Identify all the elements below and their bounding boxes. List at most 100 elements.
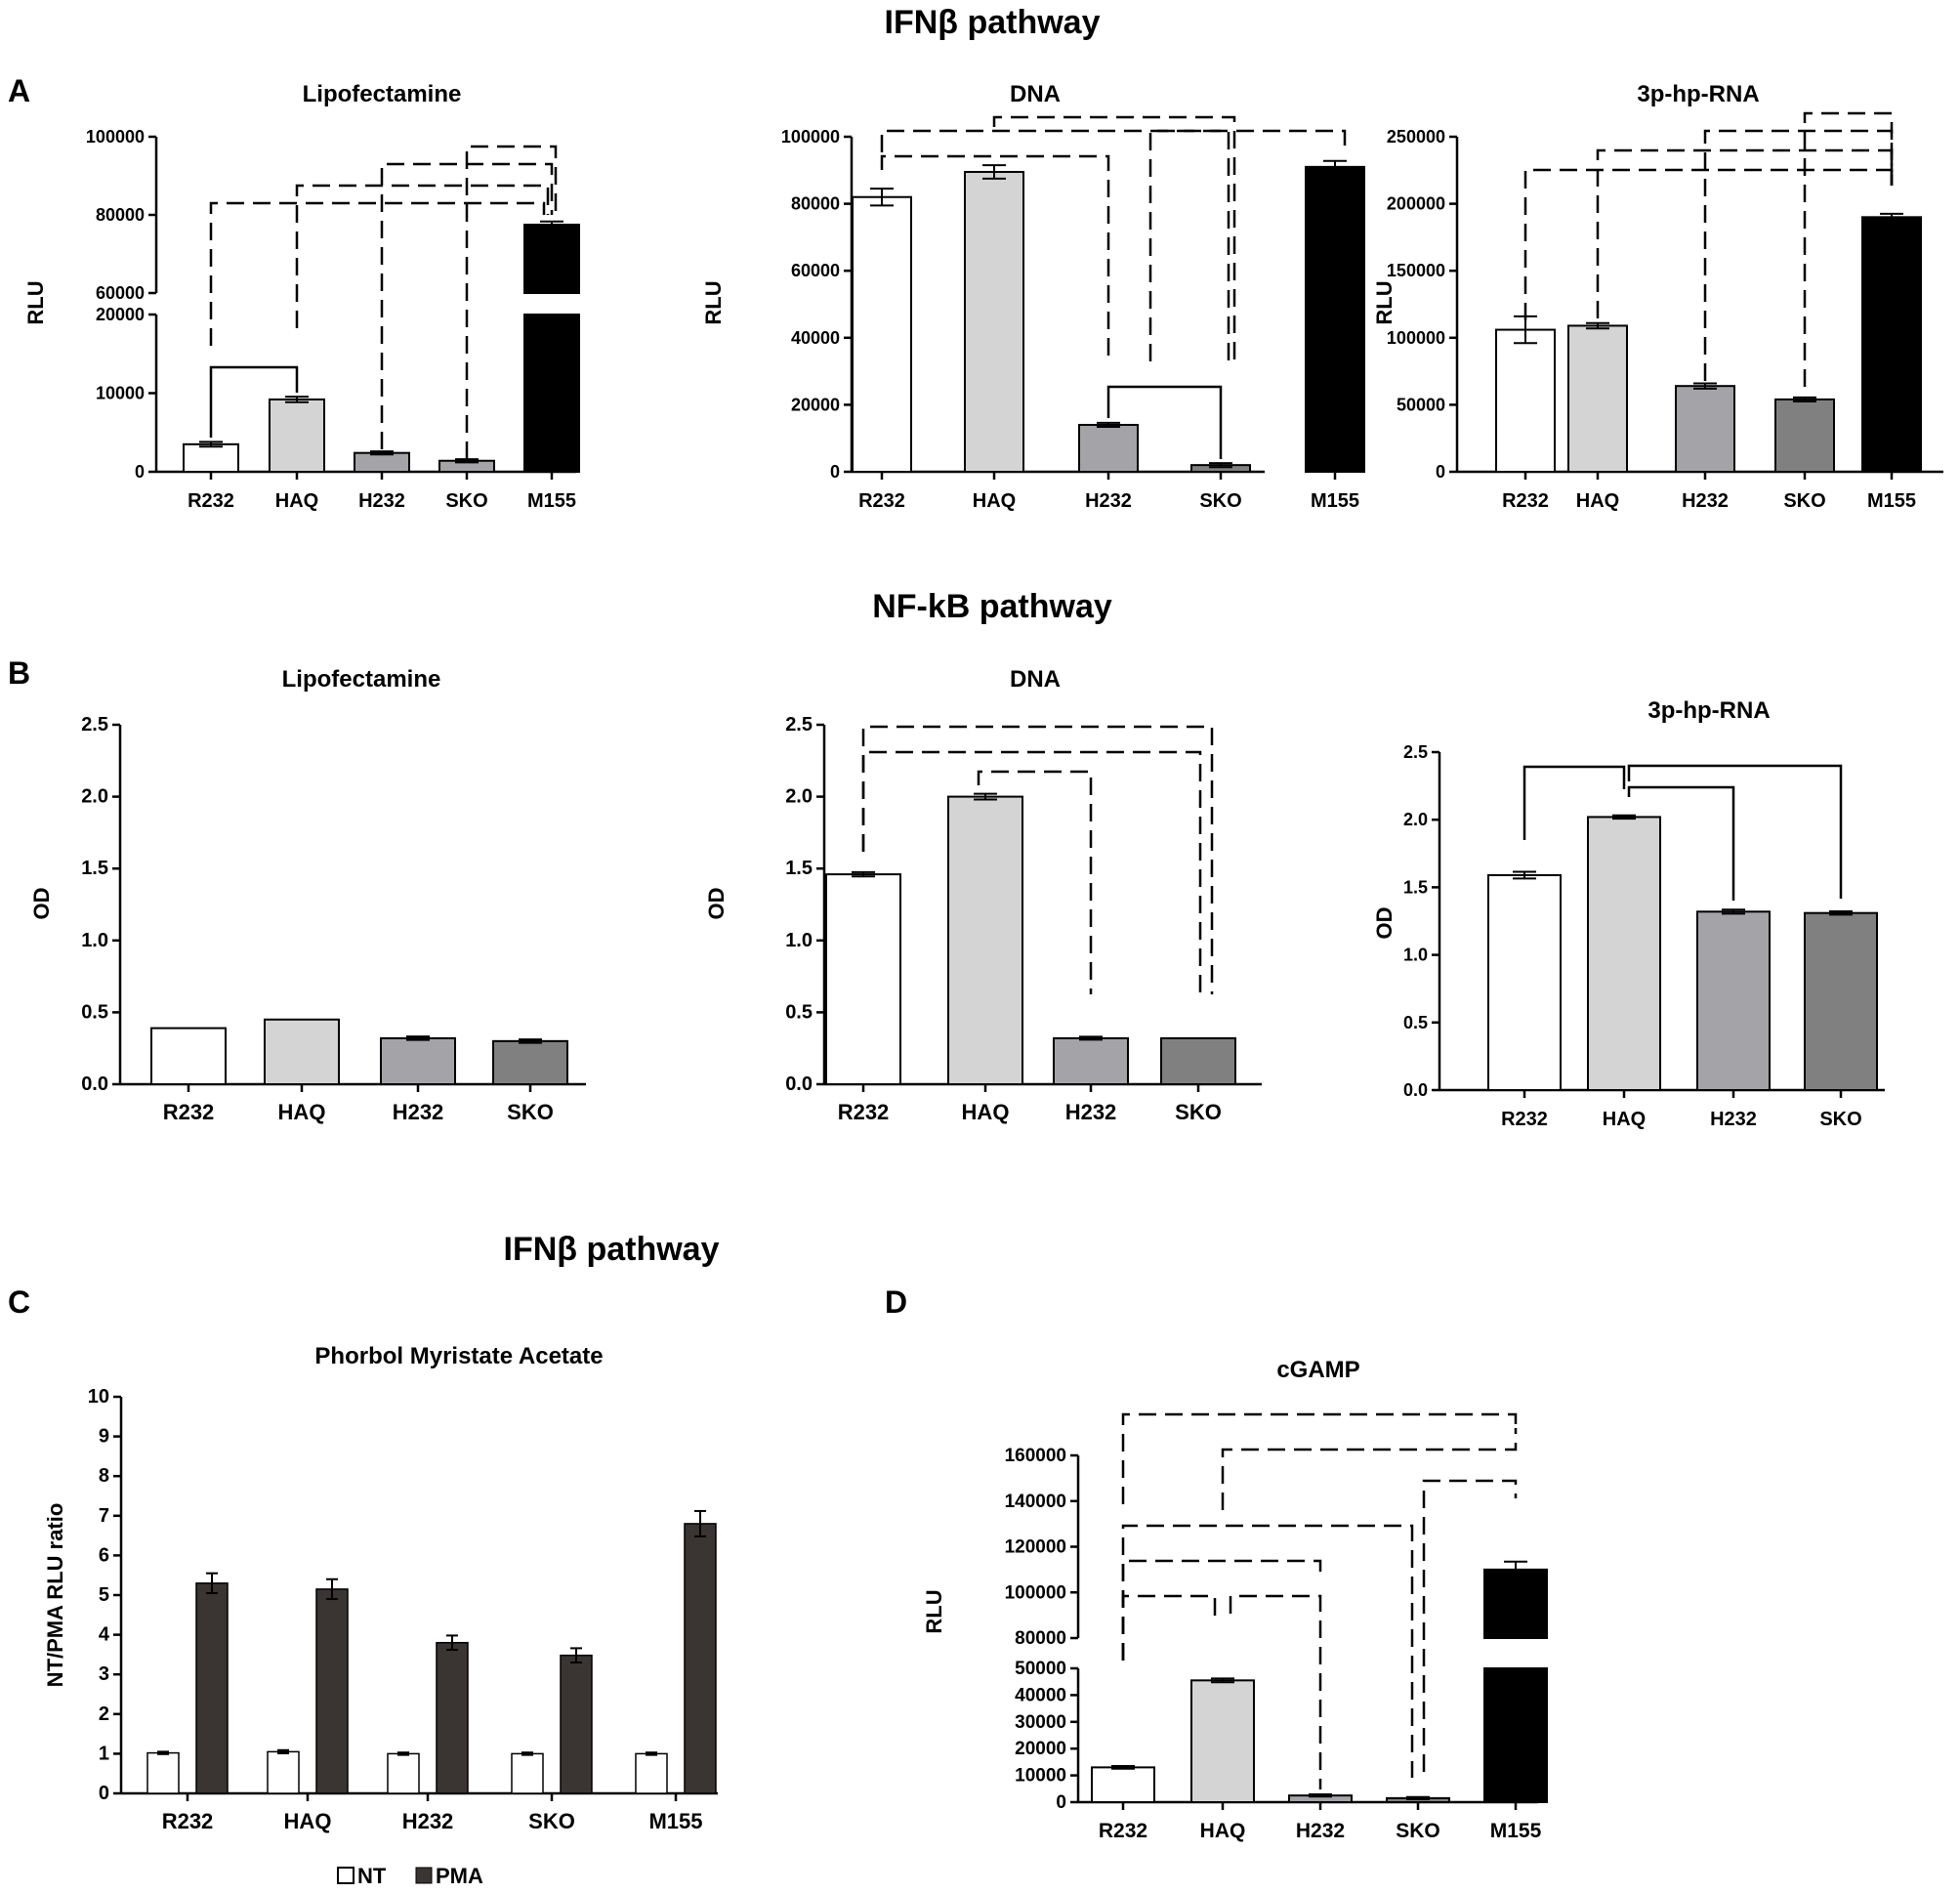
chart-c-bar-pma	[684, 1523, 717, 1794]
chart-d-y-tick-label: 10000	[1015, 1766, 1066, 1787]
chart-a3-y-tick-label: 200000	[1387, 194, 1445, 214]
chart-a3-y-tick-label: 0	[1436, 462, 1445, 482]
chart-a1-y-tick-label: 10000	[96, 384, 145, 403]
chart-a2-x-tick-label: HAQ	[973, 490, 1016, 512]
chart-a1-bar	[523, 314, 580, 473]
chart-d-significance-bracket	[1121, 1559, 1322, 1661]
chart-b3-bar	[1696, 910, 1771, 1092]
chart-a2-y-tick-label: 100000	[781, 127, 840, 147]
chart-a-3p-hp-rna: 0 50000 100000 150000 200000 250000 R232 HAQ H23…	[1372, 81, 1943, 512]
chart-d-y-tick-label: 20000	[1015, 1739, 1066, 1759]
chart-d-x-tick-label: SKO	[1396, 1820, 1440, 1842]
chart-a-lipofectamine: 0 10000 20000 60000 80000 100000 R232 HAQ H232 SK…	[23, 81, 580, 512]
chart-a2-bar	[1078, 423, 1139, 474]
chart-c-bar-nt	[267, 1750, 300, 1794]
chart-c-title: Phorbol Myristate Acetate	[314, 1343, 603, 1369]
chart-a3-bar	[1567, 324, 1628, 473]
chart-a1-bar-upper	[523, 224, 580, 294]
chart-a3-y-tick-label: 150000	[1387, 261, 1445, 280]
chart-b1-bar	[492, 1039, 568, 1085]
chart-a1-significance-bracket	[209, 365, 299, 438]
chart-b2-y-tick-label: 2.0	[785, 786, 813, 808]
chart-c-y-tick-label: 2	[99, 1704, 109, 1725]
chart-b1-y-tick-label: 2.0	[81, 786, 108, 808]
chart-a1-bar	[269, 398, 325, 473]
chart-a2-significance-bracket	[880, 154, 1110, 361]
chart-b2-bar	[825, 873, 901, 1086]
chart-d-significance-bracket	[1221, 1428, 1518, 1510]
chart-a1-significance-bracket	[465, 145, 558, 459]
chart-a3-bar	[1861, 216, 1922, 473]
chart-b3-y-tick-label: 1.0	[1403, 946, 1428, 965]
chart-a1-bar	[354, 451, 410, 473]
chart-c-y-tick-label: 1	[99, 1743, 109, 1764]
chart-b3-x-tick-label: HAQ	[1603, 1109, 1646, 1130]
chart-b-dna: 0.0 0.5 1.0 1.5 2.0 2.5 R232 HAQ H232 SKO DNA OD	[704, 666, 1262, 1124]
chart-a1-y-tick-label: 80000	[96, 205, 145, 225]
chart-a-dna: 0 20000 40000 60000 80000 100000 R232 HAQ H232 SK…	[701, 81, 1365, 512]
chart-a3-bar	[1675, 385, 1735, 473]
chart-a3-x-tick-label: M155	[1867, 490, 1916, 512]
chart-a2-bar	[964, 171, 1024, 473]
chart-a1-y-label: RLU	[23, 280, 48, 324]
chart-a2-y-tick-label: 40000	[791, 328, 840, 348]
chart-d-significance-bracket	[1229, 1594, 1322, 1789]
chart-a3-x-tick-label: R232	[1502, 490, 1549, 512]
chart-b1-title: Lipofectamine	[282, 666, 441, 693]
chart-d-y-tick-label: 80000	[1015, 1628, 1066, 1649]
chart-c-bar-pma	[315, 1588, 349, 1794]
chart-b1-bar	[264, 1018, 340, 1086]
chart-a2-x-tick-label: SKO	[1199, 490, 1241, 512]
chart-b2-bar	[947, 795, 1023, 1085]
chart-c-y-tick-label: 6	[99, 1544, 109, 1566]
chart-b1-x-tick-label: SKO	[507, 1100, 554, 1124]
chart-d-bar	[1190, 1679, 1255, 1803]
chart-a1-x-tick-label: HAQ	[275, 490, 318, 512]
chart-d-x-tick-label: HAQ	[1200, 1820, 1246, 1842]
chart-b1-y-label: OD	[29, 888, 54, 920]
chart-d-y-tick-label: 120000	[1005, 1537, 1066, 1558]
chart-c-bar-pma	[195, 1582, 229, 1794]
chart-c-y-tick-label: 9	[99, 1426, 109, 1448]
chart-a1-bar	[183, 442, 239, 474]
chart-c-y-tick-label: 0	[99, 1783, 109, 1804]
chart-a1-y-tick-label: 100000	[86, 127, 145, 147]
chart-c-bar-nt	[146, 1751, 180, 1794]
chart-d-significance-bracket	[1422, 1479, 1518, 1772]
chart-a2-significance-bracket	[880, 129, 1230, 361]
chart-a1-title: Lipofectamine	[303, 81, 462, 107]
chart-b2-y-tick-label: 2.5	[785, 714, 813, 736]
chart-d-cgamp: 0 10000 20000 30000 40000 50000 80000 100000 120…	[922, 1357, 1548, 1842]
chart-c-pma: 0 1 2 3 4 5 6 7 8 9 10 R232 HAQ H232 SKO M155 Phorbol My…	[43, 1343, 718, 1888]
chart-d-y-tick-label: 140000	[1005, 1492, 1066, 1512]
chart-c-legend-nt-label: NT	[357, 1864, 387, 1888]
chart-d-bar	[1483, 1667, 1548, 1803]
chart-c-y-tick-label: 7	[99, 1505, 109, 1527]
chart-a2-y-label: RLU	[701, 280, 726, 324]
chart-a3-y-label: RLU	[1372, 280, 1397, 324]
chart-d-x-tick-label: M155	[1490, 1820, 1542, 1842]
chart-b2-title: DNA	[1010, 666, 1061, 693]
chart-d-significance-bracket	[1121, 1412, 1518, 1504]
chart-a2-title: DNA	[1010, 81, 1061, 107]
chart-d-significance-bracket	[1121, 1524, 1414, 1778]
panel-letter-c: C	[8, 1284, 30, 1320]
chart-c-bar-nt	[635, 1752, 668, 1794]
chart-a3-y-tick-label: 250000	[1387, 127, 1445, 147]
chart-b2-significance-bracket	[977, 770, 1093, 994]
chart-a1-x-tick-label: H232	[358, 490, 405, 512]
chart-b1-x-tick-label: R232	[163, 1100, 215, 1124]
chart-a1-y-tick-label: 60000	[96, 283, 145, 303]
chart-a2-significance-bracket	[992, 115, 1236, 361]
panel-letter-b: B	[8, 655, 30, 691]
section-title-ifn-top: IFNβ pathway	[885, 4, 1101, 41]
chart-a3-y-tick-label: 100000	[1387, 328, 1445, 348]
chart-a2-significance-bracket	[1106, 385, 1223, 459]
chart-b3-y-tick-label: 0.0	[1403, 1080, 1428, 1100]
chart-c-bar-pma	[436, 1641, 469, 1794]
chart-a3-significance-bracket	[1803, 111, 1894, 387]
chart-c-x-tick-label: R232	[162, 1809, 214, 1833]
chart-b3-title: 3p-hp-RNA	[1647, 697, 1770, 724]
chart-d-y-tick-label: 50000	[1015, 1659, 1066, 1679]
